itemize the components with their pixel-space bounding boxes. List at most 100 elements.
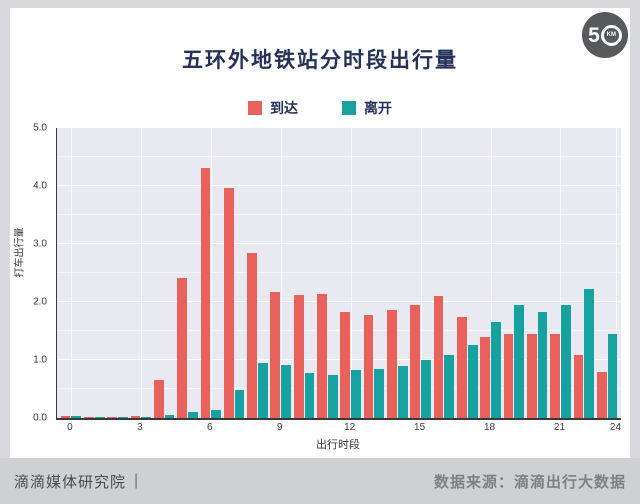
bar-到达-hour-21 bbox=[550, 333, 560, 418]
bar-到达-hour-0 bbox=[60, 415, 71, 418]
bar-到达-hour-23 bbox=[596, 371, 607, 418]
y-tick-label: 2.0 bbox=[33, 296, 47, 308]
legend-item-arrive: 到达 bbox=[248, 98, 298, 118]
bar-到达-hour-22 bbox=[573, 354, 584, 418]
x-tick-label: 9 bbox=[276, 422, 283, 433]
bar-group-hour-14 bbox=[386, 128, 409, 418]
legend-label-arrive: 到达 bbox=[270, 100, 298, 116]
x-axis-ticks: 0 3 6 9 12 15 18 21 24 bbox=[56, 422, 622, 436]
bar-group-hour-15 bbox=[409, 128, 432, 418]
bar-离开-hour-3 bbox=[141, 416, 152, 418]
legend-label-depart: 离开 bbox=[364, 100, 392, 116]
bar-离开-hour-21 bbox=[560, 304, 571, 418]
x-tick-label: 6 bbox=[207, 422, 213, 433]
y-tick-label: 5.0 bbox=[33, 122, 47, 134]
footer-publisher: 滴滴媒体研究院 bbox=[14, 473, 127, 491]
bar-离开-hour-2 bbox=[118, 416, 128, 418]
y-tick-label: 4.0 bbox=[33, 180, 47, 192]
bar-离开-hour-18 bbox=[491, 321, 501, 418]
bar-到达-hour-1 bbox=[83, 416, 94, 418]
bar-group-hour-2 bbox=[106, 128, 129, 418]
bars-container bbox=[57, 128, 621, 418]
footer-separator: | bbox=[134, 472, 139, 489]
bar-离开-hour-4 bbox=[164, 415, 175, 418]
bar-离开-hour-15 bbox=[421, 360, 431, 418]
bar-group-hour-23 bbox=[595, 128, 618, 418]
bar-group-hour-21 bbox=[549, 128, 572, 418]
bar-group-hour-19 bbox=[502, 128, 525, 418]
bar-离开-hour-6 bbox=[211, 409, 222, 418]
x-tick-label: 3 bbox=[137, 422, 143, 433]
y-tick-label: 1.0 bbox=[33, 354, 47, 366]
x-tick-label: 18 bbox=[483, 422, 496, 433]
bar-group-hour-12 bbox=[339, 128, 362, 418]
bar-离开-hour-7 bbox=[234, 390, 245, 418]
bar-离开-hour-0 bbox=[71, 415, 82, 418]
legend-swatch-depart bbox=[342, 101, 356, 115]
y-tick-label: 3.0 bbox=[33, 238, 47, 250]
y-axis-ticks: 0.0 1.0 2.0 3.0 4.0 5.0 bbox=[10, 123, 52, 424]
bar-到达-hour-17 bbox=[456, 317, 467, 418]
bar-离开-hour-5 bbox=[187, 412, 198, 418]
bar-group-hour-16 bbox=[432, 128, 455, 418]
bar-离开-hour-22 bbox=[584, 289, 595, 418]
bar-到达-hour-14 bbox=[387, 310, 397, 418]
bar-group-hour-4 bbox=[153, 128, 176, 418]
bar-到达-hour-7 bbox=[223, 188, 234, 418]
bar-到达-hour-2 bbox=[107, 416, 118, 418]
bar-group-hour-0 bbox=[59, 128, 82, 418]
x-tick-label: 21 bbox=[553, 422, 566, 433]
bar-离开-hour-13 bbox=[374, 368, 385, 418]
bar-到达-hour-13 bbox=[363, 314, 374, 418]
bar-group-hour-18 bbox=[479, 128, 502, 418]
bar-离开-hour-1 bbox=[94, 416, 105, 418]
bar-离开-hour-14 bbox=[397, 365, 408, 418]
bar-group-hour-3 bbox=[129, 128, 152, 418]
bar-离开-hour-11 bbox=[327, 374, 338, 418]
chart-card: 五环外地铁站分时段出行量 到达 离开 打车出行量 0.0 1.0 2.0 3.0 4.0… bbox=[10, 8, 630, 458]
bar-group-hour-10 bbox=[292, 128, 315, 418]
bar-离开-hour-19 bbox=[514, 304, 525, 418]
bar-到达-hour-20 bbox=[526, 333, 537, 418]
bar-到达-hour-16 bbox=[433, 296, 444, 418]
didi-50km-logo: 5 KM bbox=[582, 12, 628, 58]
bar-离开-hour-16 bbox=[444, 355, 455, 418]
bar-离开-hour-10 bbox=[304, 372, 315, 418]
bar-到达-hour-10 bbox=[293, 295, 304, 418]
bar-离开-hour-23 bbox=[607, 333, 618, 418]
bar-group-hour-22 bbox=[572, 128, 595, 418]
bar-到达-hour-11 bbox=[317, 294, 327, 418]
logo-ring-icon: KM bbox=[600, 24, 622, 46]
bar-到达-hour-19 bbox=[503, 333, 514, 418]
bar-group-hour-17 bbox=[456, 128, 479, 418]
bar-group-hour-1 bbox=[83, 128, 106, 418]
footer-data-source: 数据来源：滴滴出行大数据 bbox=[433, 473, 626, 491]
bar-离开-hour-17 bbox=[467, 344, 478, 418]
logo-digit: 5 bbox=[588, 23, 600, 47]
bar-group-hour-8 bbox=[246, 128, 269, 418]
x-tick-label: 24 bbox=[609, 422, 622, 433]
bar-group-hour-6 bbox=[199, 128, 222, 418]
bar-group-hour-11 bbox=[316, 128, 339, 418]
legend: 到达 离开 bbox=[10, 98, 630, 118]
bar-到达-hour-4 bbox=[153, 379, 164, 418]
bar-group-hour-5 bbox=[176, 128, 199, 418]
bar-到达-hour-9 bbox=[270, 292, 281, 418]
bar-group-hour-9 bbox=[269, 128, 292, 418]
bar-group-hour-20 bbox=[526, 128, 549, 418]
chart-title: 五环外地铁站分时段出行量 bbox=[182, 49, 458, 72]
footer-bar: 滴滴媒体研究院 | 数据来源：滴滴出行大数据 bbox=[0, 458, 640, 504]
bar-到达-hour-15 bbox=[410, 304, 421, 418]
bar-到达-hour-12 bbox=[340, 311, 351, 418]
x-tick-label: 12 bbox=[344, 422, 356, 433]
x-tick-label: 0 bbox=[67, 422, 73, 433]
bar-到达-hour-8 bbox=[247, 253, 257, 418]
bar-离开-hour-8 bbox=[257, 362, 268, 418]
bar-离开-hour-20 bbox=[537, 311, 548, 418]
bar-到达-hour-6 bbox=[200, 168, 211, 418]
x-axis-title: 出行时段 bbox=[316, 439, 360, 451]
bar-到达-hour-5 bbox=[177, 278, 187, 418]
legend-swatch-arrive bbox=[248, 101, 262, 115]
plot-area bbox=[56, 127, 621, 420]
